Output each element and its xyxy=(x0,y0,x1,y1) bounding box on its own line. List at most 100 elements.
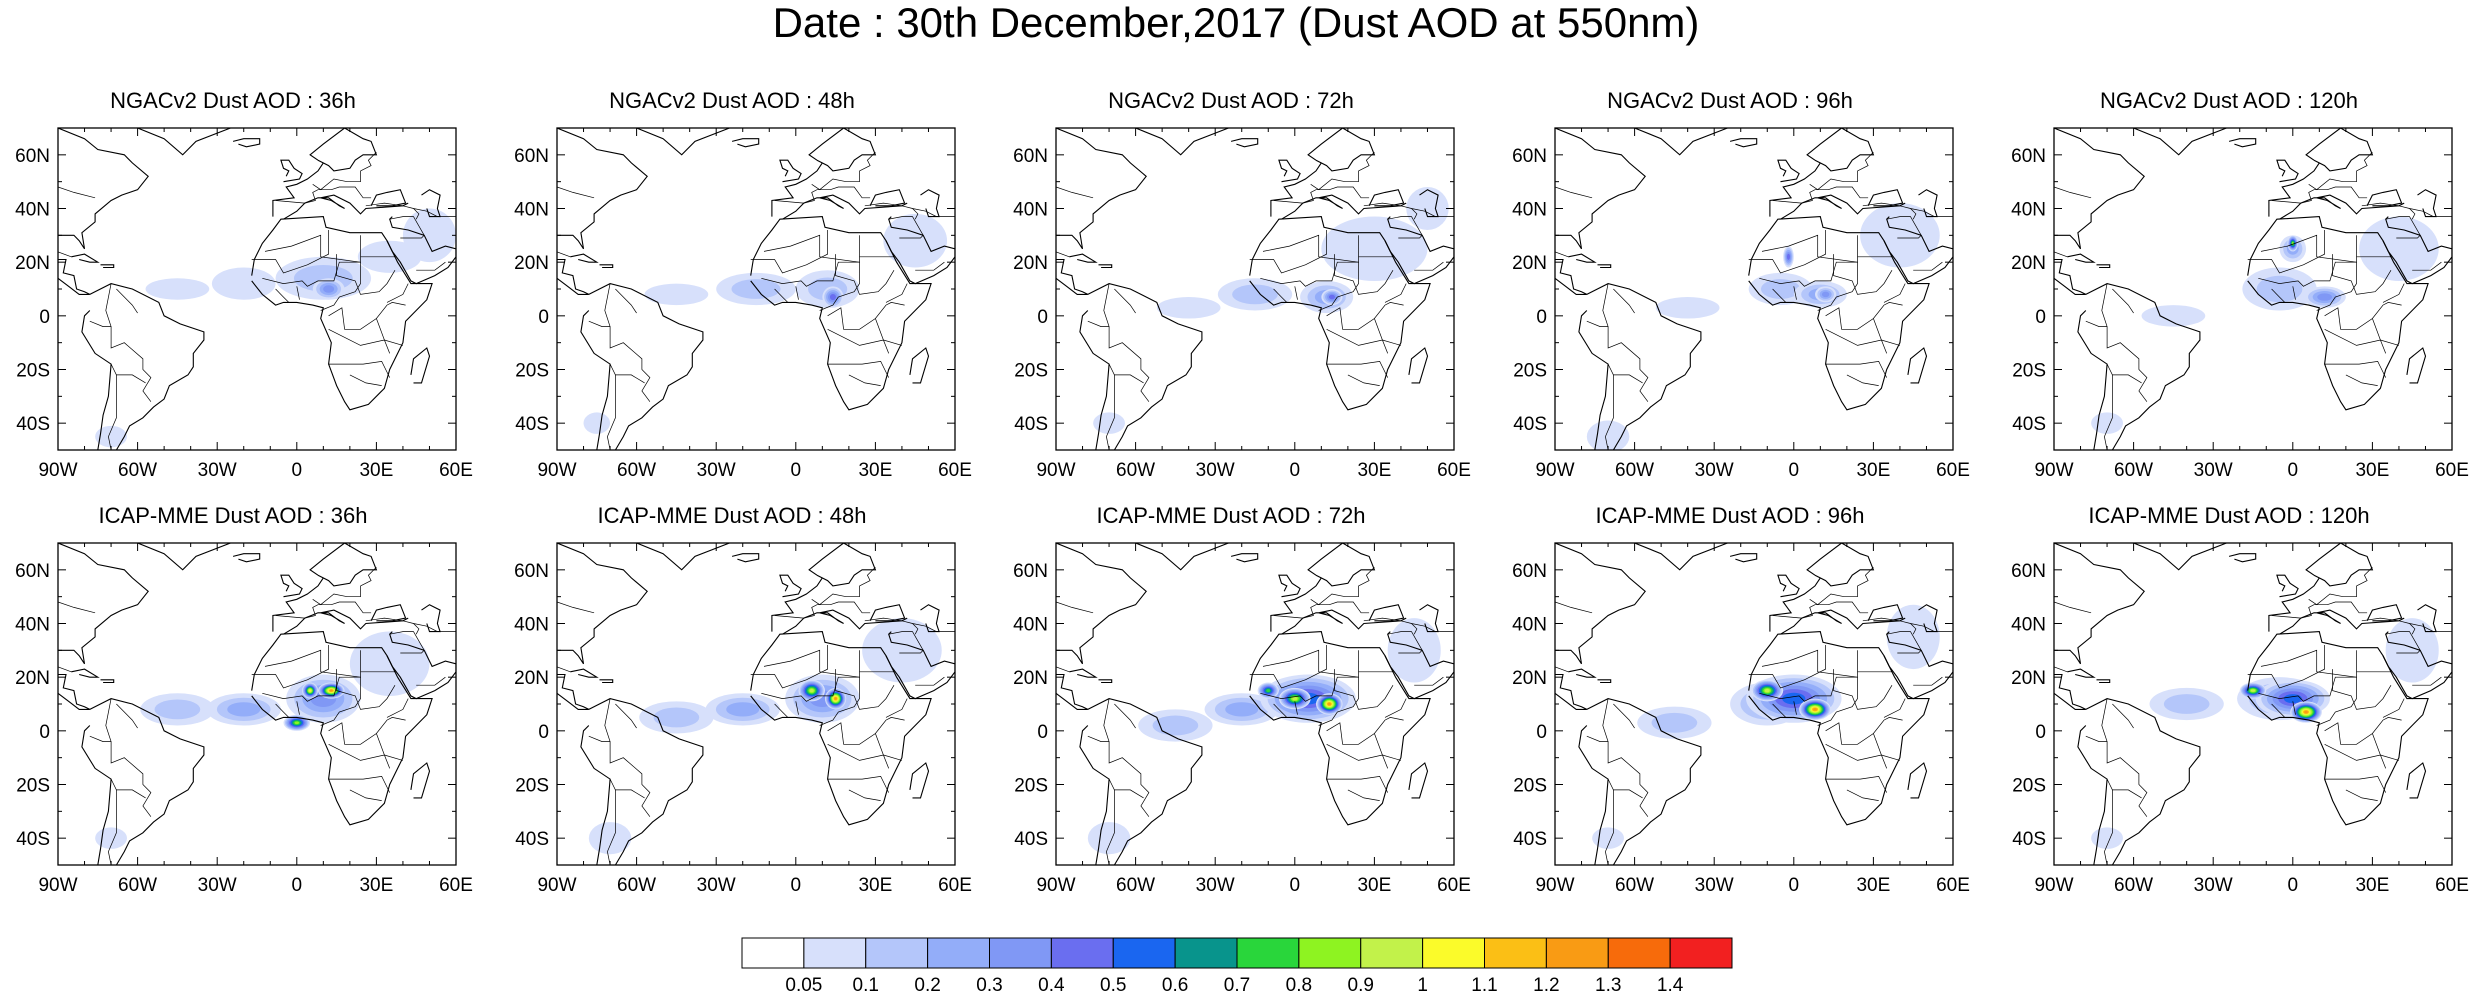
x-tick-label: 0 xyxy=(2288,875,2299,896)
coastline-caspian xyxy=(2417,604,2437,633)
country-border xyxy=(750,645,828,689)
country-border xyxy=(912,208,955,217)
coastline-mediterranean-south xyxy=(283,194,409,220)
country-border xyxy=(349,374,382,386)
country-border xyxy=(1310,585,1359,606)
x-tick-label: 30E xyxy=(1856,875,1890,896)
y-tick-label: 20N xyxy=(15,253,50,274)
coastline-europe xyxy=(272,128,378,217)
coastline-iceland xyxy=(232,553,261,563)
country-border xyxy=(1056,601,1094,614)
y-tick-label: 20N xyxy=(2011,668,2046,689)
coastline-caribbean-hispaniola xyxy=(599,264,614,269)
dust-aod-map: 90W 60W 30W 0 30E 60E 60N 40N 20N 0 20S 40S xyxy=(1013,127,1471,481)
dust-aod-map: 90W 60W 30W 0 30E 60E 60N 40N 20N 0 20S 40S xyxy=(2011,127,2469,481)
country-border xyxy=(1249,645,1327,689)
country-border xyxy=(1825,302,1903,330)
country-border xyxy=(328,361,391,378)
country-border xyxy=(1555,601,1593,614)
x-tick-label: 30W xyxy=(2194,460,2233,481)
x-tick-label: 90W xyxy=(1535,460,1574,481)
dust-aod-contour xyxy=(1782,692,1806,705)
country-border xyxy=(888,631,924,651)
country-border xyxy=(1809,585,1858,606)
x-tick-label: 60E xyxy=(938,875,972,896)
country-border xyxy=(2382,698,2405,718)
x-tick-label: 30E xyxy=(359,875,393,896)
country-border xyxy=(557,666,571,673)
country-border xyxy=(1825,743,1900,761)
country-border xyxy=(2085,698,2108,742)
coastline-iceland xyxy=(2228,553,2257,563)
dust-aod-contour xyxy=(1387,618,1441,683)
dust-aod-contour xyxy=(1651,712,1698,733)
coastline-north-america xyxy=(58,128,149,250)
y-tick-label: 0 xyxy=(1536,307,1547,328)
coastline-caspian xyxy=(920,189,940,218)
coastline-madagascar xyxy=(1408,347,1429,384)
colorbar-swatch xyxy=(1050,937,1114,969)
colorbar-swatch xyxy=(1174,937,1238,969)
country-border xyxy=(1759,676,1858,726)
country-border xyxy=(296,286,300,300)
dust-aod-contour xyxy=(1328,294,1335,300)
country-border xyxy=(912,623,955,632)
country-border xyxy=(2412,261,2442,271)
colorbar-swatch xyxy=(927,937,990,969)
coastline-britain xyxy=(779,574,802,598)
coastline-caspian xyxy=(421,604,441,633)
panel-title: NGACv2 Dust AOD : 96h xyxy=(1607,88,1853,113)
country-border xyxy=(2271,703,2286,718)
x-tick-label: 90W xyxy=(2034,875,2073,896)
coastline-caspian xyxy=(1419,189,1439,218)
country-border xyxy=(1398,235,1423,239)
country-border xyxy=(1262,649,1359,678)
coastline-arabia xyxy=(386,216,456,285)
colorbar-level-label: 1.3 xyxy=(1595,975,1621,994)
coastline-caribbean-hispaniola xyxy=(100,679,115,684)
country-border xyxy=(2085,283,2108,327)
y-tick-label: 20S xyxy=(515,361,549,382)
x-tick-label: 0 xyxy=(292,875,303,896)
figure-title: Date : 30th December,2017 (Dust AOD at 5… xyxy=(772,0,1700,46)
country-border xyxy=(875,733,890,769)
country-border xyxy=(1809,170,1858,191)
country-border xyxy=(2324,717,2402,745)
y-tick-label: 20S xyxy=(2012,776,2046,797)
country-border xyxy=(108,374,117,450)
dust-aod-contour xyxy=(1655,297,1720,319)
country-border xyxy=(2106,363,2142,384)
coastline-europe xyxy=(2268,128,2374,217)
y-tick-label: 40S xyxy=(16,414,50,435)
colorbar-level-label: 0.1 xyxy=(853,975,879,994)
x-tick-label: 30W xyxy=(1695,460,1734,481)
country-border xyxy=(2271,288,2286,303)
country-border xyxy=(1772,703,1787,718)
x-tick-label: 30E xyxy=(1856,460,1890,481)
country-border xyxy=(1273,288,1288,303)
coastline-caribbean-hispaniola xyxy=(1597,679,1612,684)
country-border xyxy=(1825,717,1903,745)
coastline-britain xyxy=(1777,574,1800,598)
coastline-africa xyxy=(251,216,433,411)
x-tick-label: 0 xyxy=(791,460,802,481)
country-border xyxy=(2361,617,2416,635)
x-tick-label: 0 xyxy=(292,460,303,481)
x-tick-label: 30E xyxy=(2355,875,2389,896)
country-border xyxy=(108,789,117,865)
country-border xyxy=(58,601,96,614)
coastline-africa xyxy=(1249,216,1431,411)
country-border xyxy=(1384,283,1407,303)
country-border xyxy=(336,254,396,295)
country-border xyxy=(1883,283,1906,303)
country-border xyxy=(1108,741,1150,817)
dust-aod-map: 90W 60W 30W 0 30E 60E 60N 40N 20N 0 20S 40S xyxy=(15,542,473,896)
map-panel: ICAP-MME Dust AOD : 96h 90W 60W 30W 0 30E 60E 6… xyxy=(1505,503,1970,896)
y-tick-label: 40S xyxy=(1014,829,1048,850)
coastline-britain xyxy=(2276,574,2299,598)
x-tick-label: 0 xyxy=(1290,875,1301,896)
dust-aod-contour xyxy=(1327,702,1331,706)
y-tick-label: 60N xyxy=(1512,146,1547,167)
country-border xyxy=(1886,631,1922,651)
x-tick-label: 30E xyxy=(858,875,892,896)
